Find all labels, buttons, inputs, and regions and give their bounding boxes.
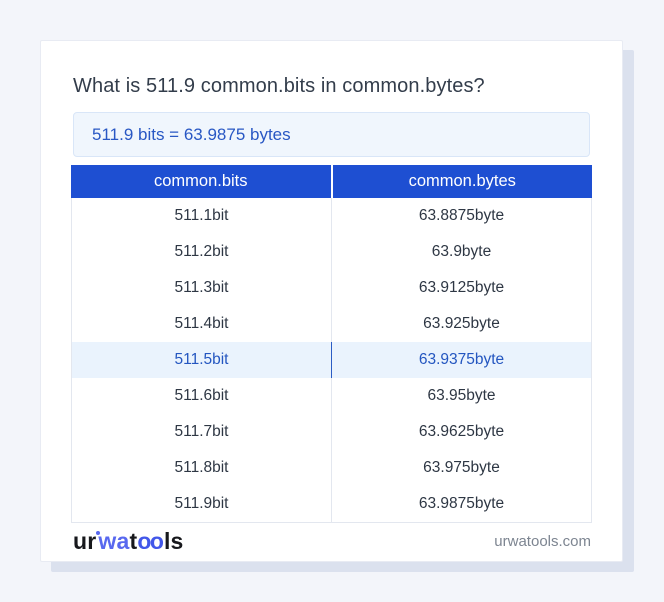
table-body: 511.1bit 63.8875byte 511.2bit 63.9byte 511.3… [71, 198, 592, 523]
bits-cell: 511.3bit [72, 270, 332, 306]
converter-card: What is 511.9 common.bits in common.byte… [40, 40, 623, 562]
card-footer: urwatools urwatools.com [41, 521, 622, 561]
logo-segment-t: t [129, 527, 138, 554]
logo-ring-icon [96, 530, 101, 535]
bytes-cell: 63.9375byte [418, 351, 505, 368]
table-row[interactable]: 511.2bit 63.9byte [72, 234, 591, 270]
table-row[interactable]: 511.8bit 63.975byte [72, 450, 591, 486]
logo-segment-ls: ls [163, 527, 184, 554]
bits-cell: 511.1bit [72, 198, 332, 234]
bits-cell: 511.4bit [72, 306, 332, 342]
table-row[interactable]: 511.5bit 63.9375byte [72, 342, 591, 378]
page-title: What is 511.9 common.bits in common.byte… [73, 75, 485, 97]
table-row[interactable]: 511.3bit 63.9125byte [72, 270, 591, 306]
bits-cell: 511.2bit [72, 234, 332, 270]
bits-cell: 511.7bit [72, 414, 332, 450]
table-header-row: common.bits common.bytes [71, 165, 592, 198]
table-row[interactable]: 511.1bit 63.8875byte [72, 198, 591, 234]
bytes-cell: 63.95byte [427, 387, 496, 404]
bytes-cell: 63.9byte [431, 243, 492, 260]
logo-segment-wa: wa [98, 527, 130, 554]
bytes-cell: 63.975byte [423, 459, 500, 476]
bytes-cell: 63.8875byte [418, 207, 505, 224]
logo-segment-oo: oo [137, 527, 164, 554]
bits-cell: 511.5bit [72, 342, 332, 378]
conversion-result-text: 511.9 bits = 63.9875 bytes [92, 124, 291, 144]
bytes-cell: 63.9125byte [418, 279, 505, 296]
table-row[interactable]: 511.6bit 63.95byte [72, 378, 591, 414]
table-row[interactable]: 511.4bit 63.925byte [72, 306, 591, 342]
bytes-cell: 63.9625byte [418, 423, 505, 440]
bytes-cell: 63.9875byte [418, 495, 505, 512]
urwatools-logo[interactable]: urwatools [73, 527, 184, 554]
bytes-cell: 63.925byte [423, 315, 500, 332]
logo-segment-ur: ur [73, 527, 97, 554]
conversion-table: common.bits common.bytes 511.1bit 63.8875… [71, 165, 592, 523]
bits-cell: 511.8bit [72, 450, 332, 486]
table-header-bytes: common.bytes [332, 165, 592, 198]
bits-cell: 511.9bit [72, 486, 332, 522]
bits-cell: 511.6bit [72, 378, 332, 414]
table-row[interactable]: 511.9bit 63.9875byte [72, 486, 591, 522]
site-domain: urwatools.com [494, 532, 591, 550]
table-row[interactable]: 511.7bit 63.9625byte [72, 414, 591, 450]
table-header-bits: common.bits [71, 165, 333, 198]
conversion-result-box: 511.9 bits = 63.9875 bytes [73, 112, 590, 157]
